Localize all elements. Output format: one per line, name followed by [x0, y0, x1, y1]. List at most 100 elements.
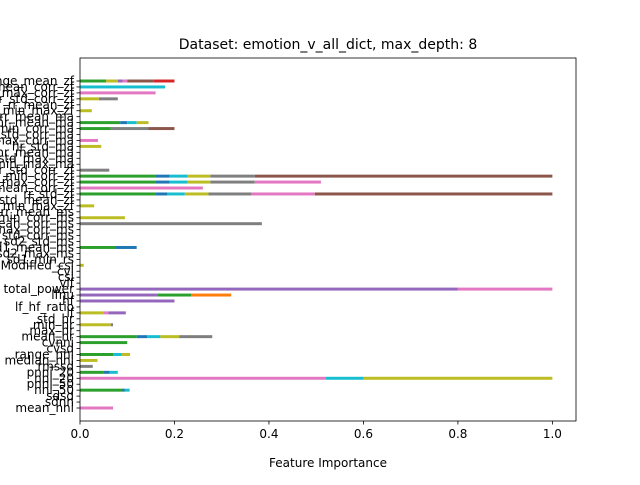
y-tick-label: rr_mean_zf	[8, 98, 75, 112]
bar-segment	[80, 353, 114, 356]
y-tick-label: hr_max_corr_ma	[0, 133, 74, 147]
bar-segment	[108, 311, 126, 315]
bar-segment	[80, 174, 156, 178]
bar-segment	[80, 364, 93, 368]
bar-segment	[210, 180, 255, 184]
x-tick-label: 1.0	[543, 427, 562, 441]
bar-segment	[80, 370, 104, 374]
y-tick-label: hr_mean_corr_ms	[0, 217, 74, 231]
bar-segment	[160, 335, 180, 339]
bar-segment	[127, 79, 154, 83]
bar-segment	[254, 174, 553, 178]
bar-segment	[80, 299, 175, 303]
y-tick-label: lf_hf_ratio	[15, 300, 74, 314]
bar-segment	[167, 192, 185, 196]
bar-segment	[169, 174, 188, 178]
bar-segment	[80, 406, 114, 410]
bar-segment	[120, 121, 128, 125]
y-tick-label: rmssd	[37, 359, 74, 373]
y-tick-label: hr_min_corr_ma	[0, 122, 74, 136]
bar-segment	[113, 353, 122, 356]
x-tick-label: 0.4	[259, 427, 278, 441]
bar-segment	[157, 293, 192, 297]
y-tick-label: sdnn	[45, 395, 74, 409]
y-tick-label: nni_20	[34, 371, 74, 385]
x-tick-label: 0.2	[165, 427, 184, 441]
bar-segment	[136, 121, 149, 125]
bar-segment	[187, 180, 211, 184]
bar-segment	[80, 245, 116, 249]
y-tick-label: rr_std_zf	[23, 187, 75, 201]
bar-segment	[363, 376, 553, 380]
x-tick-label: 0.0	[70, 427, 89, 441]
bar-segment	[80, 91, 156, 95]
y-tick-label: hr_min_max_ma	[0, 157, 74, 171]
y-tick-label: mean_nni	[15, 401, 74, 415]
y-tick-label: rr_min_corr_zf	[0, 169, 75, 183]
bar-segment	[191, 293, 232, 297]
bar-segment	[208, 192, 252, 196]
y-tick-label: max_hr	[29, 324, 74, 338]
bar-segment	[121, 353, 131, 356]
bar-segment	[105, 79, 118, 83]
bar-segment	[148, 127, 175, 131]
y-tick-label: lfnu	[51, 288, 74, 302]
bar-segment	[80, 127, 111, 131]
y-tick-label: rr_mean_corr_zf	[0, 80, 75, 94]
y-tick-label: range_nni	[15, 347, 74, 361]
bar-segment	[80, 311, 104, 315]
bar-segment	[155, 174, 170, 178]
y-tick-label: total_power	[3, 282, 74, 296]
y-tick-label: median_nni	[4, 353, 74, 367]
x-tick-label: 0.6	[354, 427, 373, 441]
x-tick-label: 0.8	[448, 427, 467, 441]
y-tick-label: rr_std_corr_zf	[0, 92, 75, 106]
bar-segment	[80, 323, 111, 327]
bar-segment	[80, 186, 203, 190]
bar-segment	[117, 79, 123, 83]
y-tick-label: hr_mean_ma	[0, 145, 74, 159]
y-tick-label: sd2_std_ms	[4, 235, 74, 249]
bar-segment	[110, 323, 114, 327]
y-tick-label: cvnni	[42, 336, 74, 350]
bar-segment	[251, 192, 315, 196]
y-tick-label: rr_mean_ma	[0, 110, 74, 124]
y-tick-label: hr_max_corr_ms	[0, 223, 74, 237]
bar-segment	[98, 97, 118, 101]
bar-segment	[115, 245, 137, 249]
y-tick-label: rr_range_mean_zf	[0, 74, 75, 88]
bar-segment	[147, 335, 161, 339]
y-tick-label: hf	[62, 294, 75, 308]
y-tick-label: rr_mean_ms	[0, 205, 74, 219]
bar-segment	[314, 192, 553, 196]
bar-segment	[80, 388, 123, 392]
y-tick-label: rr_max_corr_zf	[0, 175, 75, 189]
y-tick-label: Modified_csi	[1, 258, 74, 272]
y-tick-label: sd1_mean_ms	[0, 240, 74, 254]
y-tick-label: hr_std_max_ma	[0, 151, 74, 165]
bar-segment	[136, 335, 148, 339]
bar-segment	[254, 180, 321, 184]
bar-segment	[103, 370, 110, 374]
y-tick-label: mean_hr	[21, 330, 74, 344]
axes-frame	[79, 57, 577, 422]
y-tick-label: lf	[66, 306, 74, 320]
bar-segment	[103, 311, 109, 315]
bar-segment	[80, 97, 99, 101]
bar-segment	[122, 79, 128, 83]
bar-segment	[124, 388, 130, 392]
bar-segment	[80, 85, 166, 89]
bar-segment	[179, 335, 213, 339]
y-tick-label: rr_min_max_zf	[0, 199, 75, 213]
y-tick-label: hr_min_corr_ms	[0, 211, 74, 225]
bar-segment	[80, 341, 128, 345]
bar-segment	[80, 216, 125, 220]
y-tick-label: sd2_max_ms	[0, 246, 74, 260]
bar-segment	[80, 168, 110, 172]
bar-segment	[80, 180, 156, 184]
y-axis: mean_nnisdnnsdsdnni_50pnni_50nni_20pnni_…	[0, 74, 80, 415]
bar-segment	[80, 144, 102, 148]
bar-segment	[80, 376, 326, 380]
bar-segment	[80, 293, 158, 297]
